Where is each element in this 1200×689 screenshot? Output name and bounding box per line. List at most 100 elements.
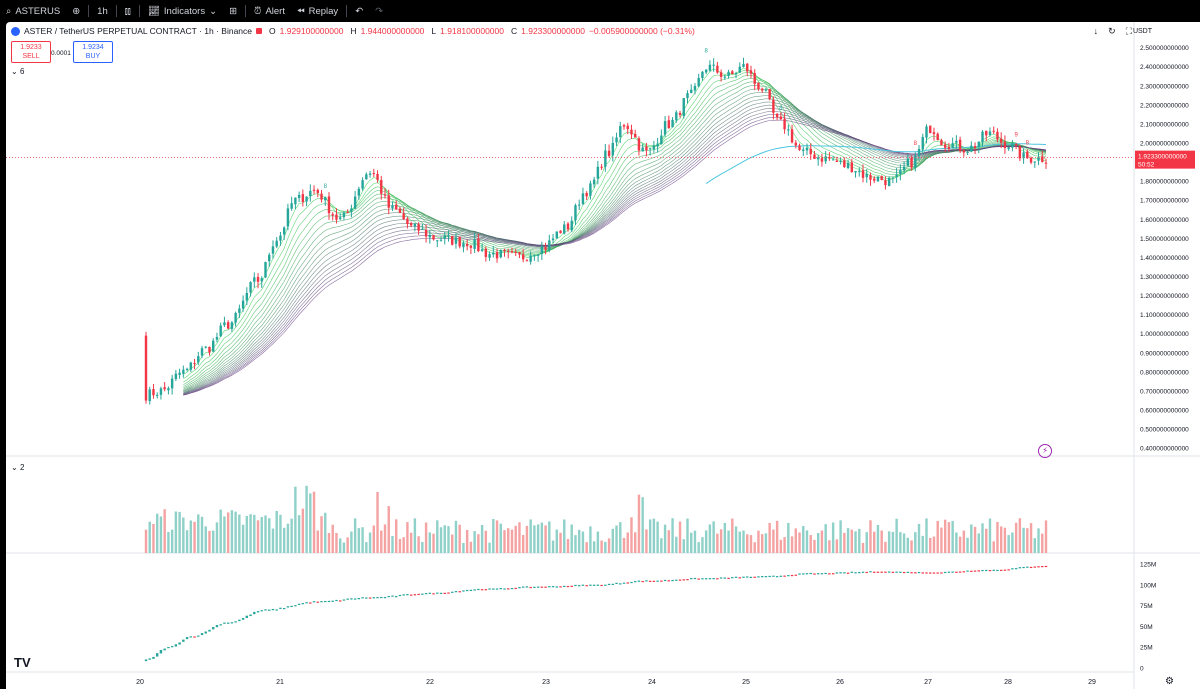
ma-line <box>183 119 1047 396</box>
cumulative-bar <box>208 629 211 632</box>
chart-frame[interactable]: 8 8 8 8 9 8 1.923300000000 50:52 2.500000000000 2… <box>6 22 1200 689</box>
volume-bar <box>477 534 480 553</box>
gear-icon[interactable]: ⚙︎ <box>1165 676 1174 687</box>
time-axis-tick: 21 <box>276 679 284 686</box>
volume-bar <box>230 510 234 553</box>
buy-button[interactable]: 1.9234 BUY <box>73 41 113 63</box>
cumulative-bar <box>436 592 439 594</box>
cumulative-bar <box>675 579 678 581</box>
redo-button[interactable]: ↷ <box>369 0 389 22</box>
cumulative-bar <box>473 589 476 591</box>
currency-selector[interactable]: USDT <box>1132 28 1152 35</box>
chart-canvas[interactable]: 8888981.92330000000050:522.5000000000002… <box>6 22 1200 689</box>
cumulative-bar <box>387 595 390 598</box>
replay-button[interactable]: ⏪︎ Replay <box>291 0 344 22</box>
arrow-down-icon[interactable]: ↓ <box>1093 26 1099 36</box>
volume-bar <box>189 520 193 553</box>
cumulative-bar <box>159 649 163 654</box>
volume-bar <box>458 524 461 553</box>
volume-bar <box>619 522 622 553</box>
candle-body <box>1003 141 1007 149</box>
cumulative-bar <box>858 572 861 574</box>
candle-body <box>417 224 420 231</box>
candle-body <box>749 70 753 74</box>
cumulative-axis-tick: 75M <box>1140 603 1153 610</box>
cumulative-bar <box>899 571 902 573</box>
volume-bar <box>869 520 872 553</box>
lightning-icon[interactable]: ⚡︎ <box>1038 444 1052 458</box>
cumulative-bar <box>566 585 570 588</box>
symbol-search-button[interactable]: ⌕ ASTERUS <box>0 0 66 22</box>
cumulative-bar <box>772 575 775 577</box>
chart-type-button[interactable]: ⫾⫾ <box>119 0 137 22</box>
volume-bar <box>346 537 349 553</box>
volume-bar <box>212 530 215 553</box>
candle-body <box>144 335 148 401</box>
price-axis-tick: 1.700000000000 <box>1140 198 1189 205</box>
volume-bar <box>581 531 585 553</box>
cumulative-bar <box>966 570 969 572</box>
candle-body <box>693 85 697 91</box>
ma-line <box>183 88 1047 391</box>
volume-bar <box>999 526 1003 553</box>
volume-bar <box>514 525 517 553</box>
fullscreen-icon[interactable]: ⛶ <box>1125 26 1132 36</box>
volume-bar <box>921 535 924 553</box>
candle-body <box>413 223 417 227</box>
volume-bar <box>484 530 488 553</box>
cumulative-bar <box>589 584 592 586</box>
volume-bar <box>914 532 917 553</box>
candle-body <box>320 193 323 200</box>
cumulative-bar <box>798 573 801 575</box>
compare-button[interactable]: ⊕ <box>66 0 86 22</box>
cumulative-bar <box>170 646 174 648</box>
candle-body <box>365 174 368 180</box>
volume-bar <box>925 518 928 553</box>
cumulative-bar <box>204 631 207 634</box>
undo-button[interactable]: ↶ <box>349 0 369 22</box>
volume-bar <box>585 542 588 553</box>
tradingview-logo-icon[interactable]: TV <box>14 655 31 670</box>
volume-bar <box>887 531 891 553</box>
cumulative-bar <box>802 573 805 575</box>
cumulative-bar <box>996 569 999 572</box>
cumulative-bar <box>1029 566 1033 569</box>
cumulative-bar <box>1033 566 1037 568</box>
candle-body <box>260 278 263 282</box>
main-pane-indicators-toggle[interactable]: ⌄ 6 <box>11 67 24 76</box>
sync-icon[interactable]: ↻ <box>1108 26 1116 36</box>
cumulative-bar <box>749 576 753 578</box>
volume-bar <box>1003 527 1007 553</box>
volume-pane-indicators-toggle[interactable]: ⌄ 2 <box>11 463 24 472</box>
pair-title[interactable]: ASTER / TetherUS PERPETUAL CONTRACT · 1h… <box>24 26 252 36</box>
candle-body <box>529 255 532 262</box>
alert-button[interactable]: ⏰︎ Alert <box>248 0 291 22</box>
candle-body <box>794 142 798 146</box>
candle-body <box>671 119 674 128</box>
cumulative-bar <box>970 570 973 572</box>
volume-bar <box>301 508 305 553</box>
volume-bar <box>940 527 943 553</box>
volume-bar <box>820 530 824 553</box>
volume-bar <box>309 493 312 553</box>
interval-button[interactable]: 1h <box>91 0 114 22</box>
volume-bar <box>708 524 712 553</box>
cumulative-bar <box>831 573 835 575</box>
candle-body <box>570 220 573 231</box>
candle-body <box>727 71 730 76</box>
volume-bar <box>350 531 353 553</box>
cumulative-bar <box>148 658 151 660</box>
volume-bar <box>260 516 263 553</box>
indicators-button[interactable]: 📈︎ Indicators ⌄ <box>142 0 223 22</box>
cumulative-bar <box>234 621 237 623</box>
candle-body <box>559 230 562 234</box>
cumulative-bar <box>813 573 816 575</box>
layout-button[interactable]: ⊞ <box>223 0 243 22</box>
time-axis-tick: 28 <box>1004 679 1012 686</box>
volume-bar <box>779 539 783 553</box>
candle-body <box>1026 151 1029 159</box>
sell-button[interactable]: 1.9233 SELL <box>11 41 51 63</box>
candle-body <box>1041 156 1044 163</box>
candle-body <box>686 93 689 99</box>
cumulative-bar <box>200 633 204 636</box>
